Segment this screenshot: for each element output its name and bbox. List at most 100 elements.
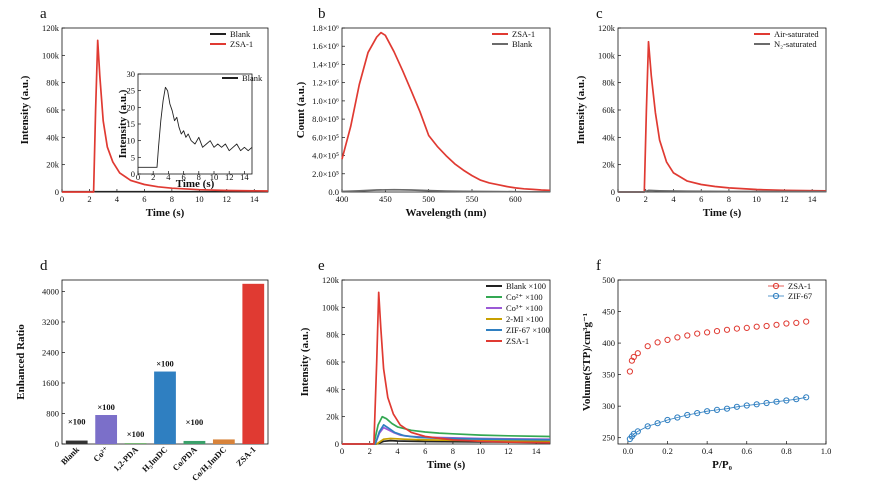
y-tick-label: 4000 [42,286,59,296]
x-tick-label: 8 [727,194,731,204]
bar [95,415,118,444]
y-axis-label: Enhanced Ratio [15,324,27,400]
x-axis-label: Time (s) [427,459,466,471]
panel-label: f [596,258,601,274]
data-point [783,397,790,404]
y-tick-label: 60k [602,105,616,115]
panel-b: b 400 450 500 550 600 0.0 2.0×10⁵ 4.0×10⁵ 6.0×10⁵… [295,6,551,219]
y-tick-label: 1.4×10⁶ [312,59,339,69]
legend-entry: Blank [242,73,263,83]
x-axis-label: Time (s) [176,178,215,190]
panel-label: e [318,258,325,274]
y-tick-label: 40k [46,132,60,142]
data-point [694,330,701,337]
bar [65,440,88,444]
legend-entry: ZSA-1 [230,39,253,49]
y-tick-label: 1.0×10⁶ [312,96,339,106]
x-tick-label: 12 [780,194,789,204]
legend-entry: ZSA-1 [512,29,535,39]
data-point [753,401,760,408]
y-tick-label: 10 [127,136,136,146]
data-point [626,368,634,375]
x-category-label: H₃ImDC [140,444,170,474]
data-point [773,321,780,328]
bar [154,371,176,444]
series-line [138,86,253,168]
y-tick-label: 450 [602,307,615,317]
data-point [713,406,721,413]
x-tick-label: 4 [395,446,400,456]
inset-background [138,74,252,174]
x-tick-label: 0.0 [623,446,634,456]
data-point [713,328,721,335]
y-tick-label: 0.0 [328,187,339,197]
x-axis-label: Wavelength (nm) [406,207,487,219]
data-point [733,325,741,332]
series-line [341,31,551,192]
data-point [763,322,770,330]
bar [242,283,265,444]
x-tick-label: 14 [808,194,817,204]
data-point [644,423,651,430]
x-tick-label: 8 [451,446,455,456]
y-tick-label: 80k [326,330,340,340]
legend-entry: Blank [512,39,533,49]
y-tick-label: 6.0×10⁵ [312,132,339,142]
x-tick-label: 2 [368,446,372,456]
y-axis-label: Count (a.u.) [295,81,307,138]
y-tick-label: 8.0×10⁵ [312,114,339,124]
y-tick-label: 40k [326,384,340,394]
x-tick-label: 4 [671,194,676,204]
y-tick-label: 60k [46,105,60,115]
legend-marker [772,282,780,290]
x-tick-label: 2 [87,194,91,204]
x-tick-label: 500 [422,194,435,204]
bar-annotation: ×100 [127,429,145,439]
y-tick-label: 800 [46,408,59,418]
data-point [723,326,731,333]
y-tick-label: 100k [322,302,340,312]
data-point [783,320,790,327]
y-tick-label: 1.6×10⁶ [312,41,339,51]
y-tick-label: 100k [598,50,616,60]
x-tick-label: 0 [340,446,344,456]
data-point [723,405,731,412]
legend-entry: Air-saturated [774,29,819,39]
panel-label: a [40,6,47,22]
x-axis-label: Time (s) [703,207,742,219]
y-axis-label: Volume(STP)/cm³g⁻¹ [581,313,593,411]
y-tick-label: 1600 [42,378,59,388]
x-tick-label: 10 [752,194,761,204]
y-tick-label: 20k [602,160,616,170]
y-tick-label: 80k [46,78,60,88]
y-tick-label: 250 [602,433,615,443]
x-category-label: ZSA-1 [234,444,258,468]
y-tick-label: 25 [127,86,136,96]
data-point [674,334,681,341]
y-tick-label: 500 [602,275,615,285]
x-tick-label: 400 [336,194,349,204]
y-tick-label: 100k [42,50,60,60]
data-point [743,402,750,409]
y-tick-label: 120k [322,275,340,285]
x-tick-label: 550 [466,194,479,204]
x-tick-label: 0 [616,194,620,204]
legend-marker [772,292,780,300]
data-point [803,394,810,401]
data-point [694,410,701,417]
legend-entry: 2-MI ×100 [506,314,543,324]
legend-entry: Blank ×100 [506,281,546,291]
y-tick-label: 2.0×10⁵ [312,169,339,179]
data-point [793,396,800,403]
series-line [629,396,807,440]
panel-c: c 0 2 4 6 8 10 12 14 0 20k 40k 60k 80k 100k 120k Time (s… [575,6,827,219]
data-point [644,343,651,350]
data-point [753,323,760,330]
bar [183,440,206,444]
y-tick-label: 40k [602,132,616,142]
legend-entry: Co³⁺ ×100 [506,303,543,313]
x-tick-label: 450 [379,194,392,204]
x-tick-label: 12 [504,446,513,456]
y-tick-label: 0 [55,187,59,197]
